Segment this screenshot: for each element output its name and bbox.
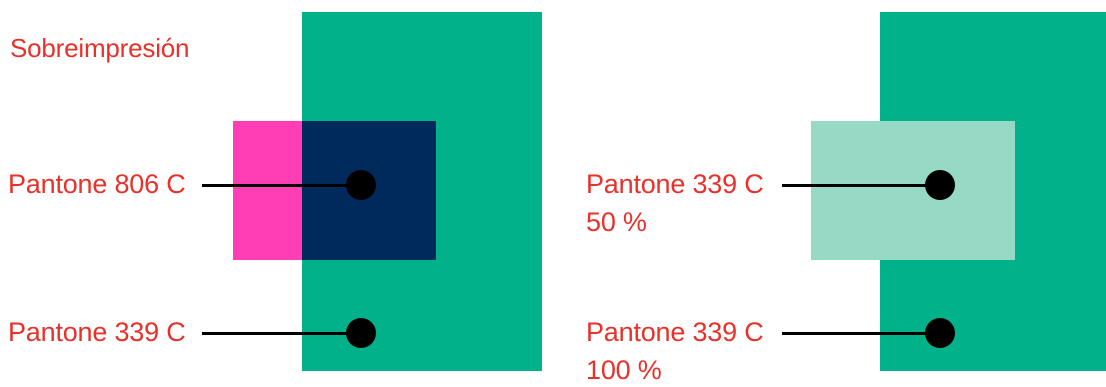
overprint-title: Sobreimpresión: [10, 33, 190, 63]
leader-line: [782, 332, 940, 335]
leader-dot: [925, 170, 955, 200]
leader-dot: [346, 318, 376, 348]
leader-dot: [346, 170, 376, 200]
leader-dot: [925, 318, 955, 348]
tint-panel: Pantone 339 C 50 % Pantone 339 C 100 %: [560, 0, 1106, 385]
tint-100-label: 100 %: [586, 355, 662, 385]
leader-line: [202, 332, 360, 335]
overprint-panel: Sobreimpresión Pantone 806 C Pantone 339…: [8, 12, 542, 371]
pantone-806c-swatch: [233, 121, 302, 260]
pantone-806c-label: Pantone 806 C: [8, 169, 186, 199]
pantone-339c-label: Pantone 339 C: [8, 317, 186, 347]
pantone-339c-100-label: Pantone 339 C: [586, 317, 764, 347]
leader-line: [782, 184, 940, 187]
tint-50-label: 50 %: [586, 207, 647, 237]
pantone-339c-50-label: Pantone 339 C: [586, 169, 764, 199]
pantone-339c-50-swatch: [811, 121, 1015, 260]
leader-line: [202, 184, 360, 187]
